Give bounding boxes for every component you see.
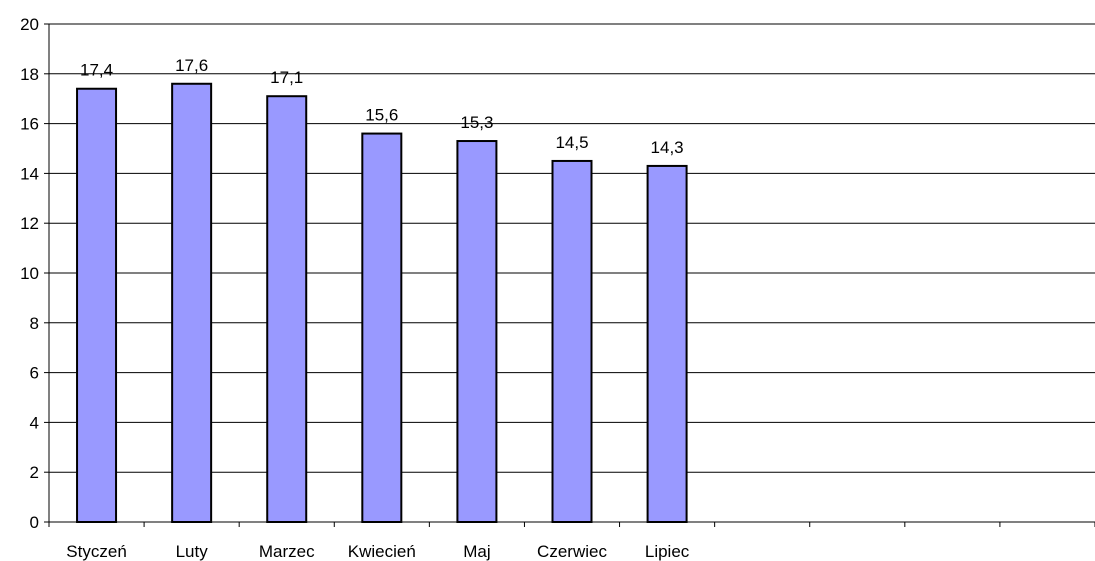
data-label: 17,1: [270, 68, 303, 87]
y-tick-label: 14: [20, 164, 39, 183]
data-label: 15,3: [460, 113, 493, 132]
y-tick-label: 18: [20, 65, 39, 84]
bar: [361, 132, 403, 523]
y-tick-label: 8: [30, 314, 39, 333]
data-label: 17,4: [80, 61, 113, 80]
x-category-label: Lipiec: [645, 542, 690, 561]
x-category-label: Luty: [176, 542, 209, 561]
x-category-label: Marzec: [259, 542, 315, 561]
y-tick-label: 0: [30, 513, 39, 532]
y-tick-label: 6: [30, 364, 39, 383]
data-label: 14,3: [651, 138, 684, 157]
x-category-label: Maj: [463, 542, 490, 561]
bar: [266, 95, 308, 524]
x-category-label: Czerwiec: [537, 542, 607, 561]
axes: [44, 23, 1095, 527]
labels: 0 2 4 6 8 10 12 14 16 18 20 17,4 17,6 17,1 15,6 15,3 14,…: [20, 15, 690, 561]
data-label: 17,6: [175, 56, 208, 75]
y-tick-label: 20: [20, 15, 39, 34]
x-category-label: Kwiecień: [348, 542, 416, 561]
data-label: 15,6: [365, 106, 398, 125]
x-category-label: Styczeń: [66, 542, 126, 561]
bar: [551, 159, 593, 523]
bar: [76, 87, 118, 524]
bar: [456, 140, 498, 523]
y-tick-label: 12: [20, 214, 39, 233]
y-tick-label: 2: [30, 463, 39, 482]
bars: [76, 82, 688, 524]
bar: [646, 164, 688, 523]
y-tick-label: 4: [30, 413, 39, 432]
y-tick-label: 16: [20, 115, 39, 134]
data-label: 14,5: [555, 133, 588, 152]
bar: [171, 82, 213, 523]
y-tick-label: 10: [20, 264, 39, 283]
